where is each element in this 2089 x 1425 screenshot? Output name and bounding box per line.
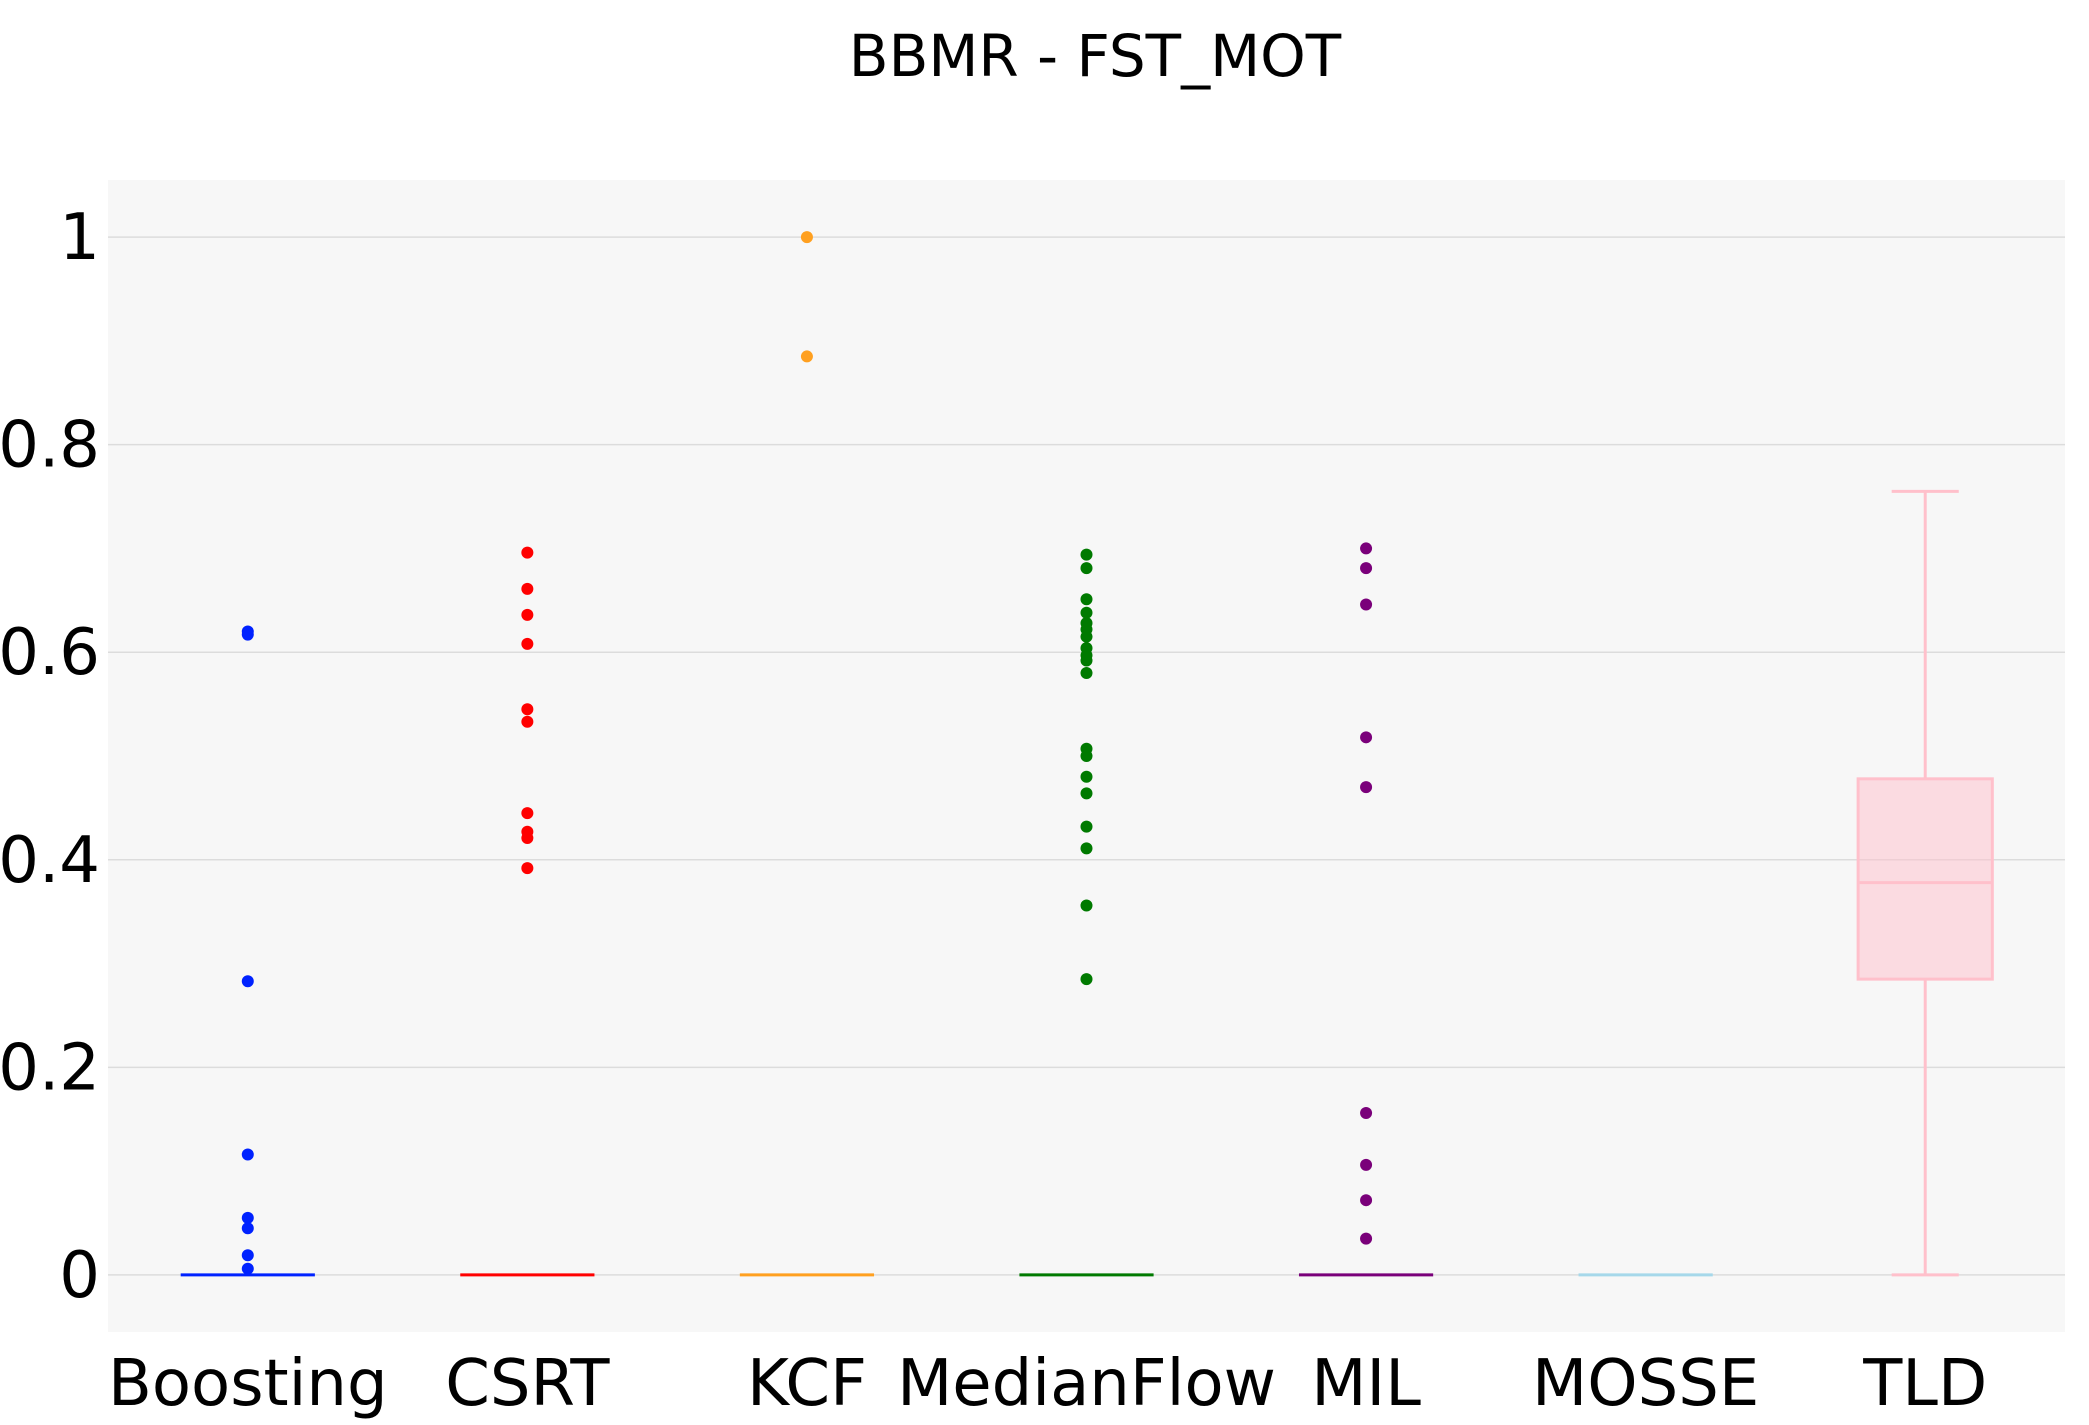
outlier-point <box>800 350 813 363</box>
outlier-point <box>521 715 534 728</box>
outlier-point <box>1360 542 1373 555</box>
outlier-point <box>1080 787 1093 800</box>
outlier-point <box>1360 598 1373 611</box>
outlier-point <box>1080 562 1093 575</box>
series-boosting <box>180 625 315 1277</box>
outlier-point <box>1360 1194 1373 1207</box>
outlier-point <box>241 1148 254 1161</box>
outlier-point <box>1080 750 1093 762</box>
x-category-label: MOSSE <box>1532 1347 1759 1421</box>
outlier-point <box>521 703 534 716</box>
outlier-point <box>241 1249 254 1262</box>
y-tick-label: 0.8 <box>0 409 100 483</box>
outlier-point <box>521 608 534 621</box>
outlier-point <box>521 546 534 559</box>
outlier-point <box>1080 842 1093 855</box>
x-axis-category-labels: Boosting CSRT KCF MedianFlow MIL MOSSE TLD <box>108 1347 1987 1421</box>
outlier-point <box>241 628 254 641</box>
outlier-point <box>1080 548 1093 561</box>
series-tld <box>1856 489 1994 1277</box>
outlier-point <box>1360 731 1373 744</box>
box-series <box>180 231 1994 1277</box>
outlier-point <box>241 975 254 988</box>
outlier-point <box>1080 654 1093 667</box>
x-category-label: TLD <box>1862 1347 1987 1421</box>
outlier-point <box>1360 781 1373 794</box>
series-csrt <box>460 546 595 1277</box>
outlier-point <box>241 1262 254 1275</box>
y-tick-label: 0.2 <box>0 1031 100 1105</box>
y-tick-label: 1 <box>59 201 100 275</box>
outlier-point <box>521 831 534 844</box>
outlier-point <box>1360 1232 1373 1245</box>
outlier-point <box>1080 973 1093 986</box>
x-category-label: MIL <box>1311 1347 1421 1421</box>
outlier-point <box>521 862 534 875</box>
series-mil <box>1298 542 1434 1277</box>
series-kcf <box>739 231 875 1277</box>
x-category-label: KCF <box>747 1347 867 1421</box>
outlier-point <box>1360 1107 1373 1120</box>
y-axis-tick-labels: 0 0.2 0.4 0.6 0.8 1 <box>0 201 100 1313</box>
outlier-point <box>1080 593 1093 606</box>
outlier-point <box>1080 770 1093 783</box>
y-tick-label: 0 <box>59 1239 100 1313</box>
y-tick-label: 0.6 <box>0 616 100 690</box>
outlier-point <box>521 807 534 820</box>
outlier-point <box>1360 562 1373 575</box>
y-tick-label: 0.4 <box>0 824 100 898</box>
outlier-point <box>1080 606 1093 619</box>
outlier-point <box>241 1211 254 1224</box>
outlier-point <box>521 582 534 595</box>
chart-title: BBMR - FST_MOT <box>849 22 1342 90</box>
outlier-point <box>1080 666 1093 679</box>
outlier-point <box>1080 820 1093 833</box>
outlier-point <box>800 231 813 244</box>
series-medianflow <box>1019 548 1154 1277</box>
outlier-point <box>241 1222 254 1235</box>
x-category-label: Boosting <box>108 1347 388 1421</box>
outlier-point <box>1360 1158 1373 1171</box>
outlier-point <box>1080 899 1093 912</box>
x-category-label: MedianFlow <box>897 1347 1276 1421</box>
box-iqr <box>1856 777 1994 981</box>
x-category-label: CSRT <box>445 1347 610 1421</box>
outlier-point <box>521 637 534 650</box>
outlier-point <box>1080 630 1093 643</box>
